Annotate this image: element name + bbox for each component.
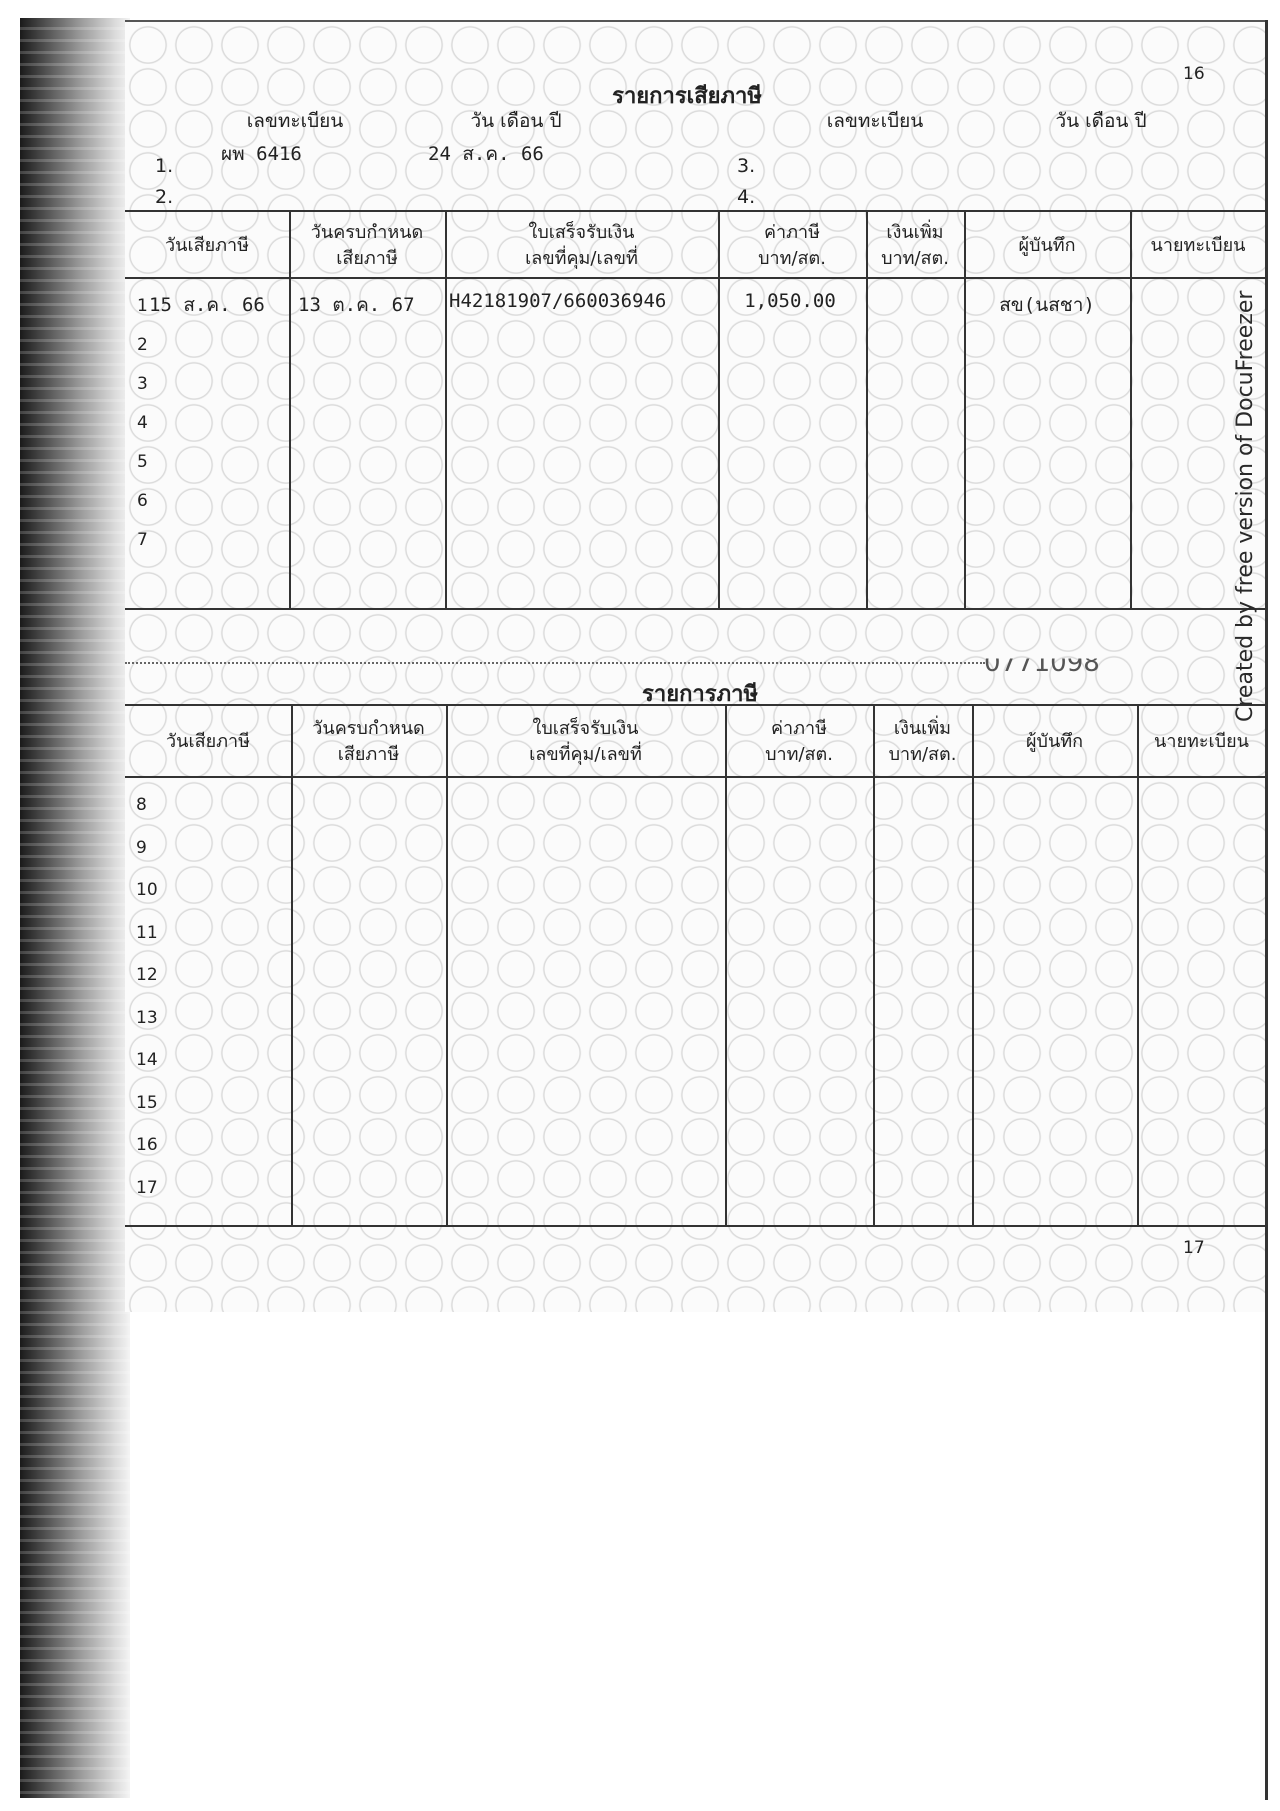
row-number: 12 bbox=[136, 965, 158, 985]
scanner-shadow bbox=[20, 18, 130, 1798]
row-number: 16 bbox=[136, 1135, 158, 1155]
column-divider bbox=[289, 210, 291, 608]
column-header: วันครบกำหนด เสียภาษี bbox=[310, 221, 424, 269]
column-divider bbox=[866, 210, 868, 608]
document-page bbox=[125, 20, 1266, 1312]
row-number: 17 bbox=[136, 1177, 158, 1198]
section1-title: รายการเสียภาษี bbox=[612, 84, 762, 109]
column-header: ผู้บันทึก bbox=[1025, 731, 1084, 752]
row-number: 10 bbox=[136, 880, 158, 900]
row-number: 2 bbox=[137, 335, 148, 355]
reg-header-right: เลขทะเบียน bbox=[826, 110, 924, 132]
table-header-line bbox=[125, 277, 1266, 279]
column-divider bbox=[1137, 704, 1139, 1225]
page-number-bottom: 17 bbox=[1183, 1238, 1205, 1258]
section2-title: รายการภาษี bbox=[642, 682, 758, 707]
perforation-line bbox=[125, 662, 985, 664]
entry-registration: ผพ 6416 bbox=[221, 143, 302, 165]
watermark: Created by free version of DocuFreezer bbox=[1233, 290, 1258, 722]
column-header: วันเสียภาษี bbox=[165, 234, 249, 256]
row-number: 6 bbox=[137, 491, 148, 511]
column-divider bbox=[446, 704, 448, 1225]
row-number: 3 bbox=[137, 374, 148, 394]
column-divider bbox=[1130, 210, 1132, 608]
cell-paid-date: 15 ส.ค. 66 bbox=[149, 294, 265, 316]
row-number: 15 bbox=[136, 1092, 158, 1113]
row-number: 1 bbox=[137, 296, 148, 316]
entry-number: 4. bbox=[737, 186, 756, 208]
date-header-right: วัน เดือน ปี bbox=[1055, 110, 1147, 132]
column-divider bbox=[873, 704, 875, 1225]
column-header: ค่าภาษี บาท/สต. bbox=[758, 221, 826, 269]
row-number: 11 bbox=[136, 922, 158, 943]
column-header: เงินเพิ่ม บาท/สต. bbox=[888, 718, 957, 765]
cell-recorder: สข(นสชา) bbox=[999, 294, 1095, 316]
table-top-line bbox=[125, 210, 1266, 212]
cell-tax: 1,050.00 bbox=[744, 290, 836, 312]
row-number: 8 bbox=[136, 795, 147, 815]
column-header: ใบเสร็จรับเงิน เลขที่คุม/เลขที่ bbox=[525, 221, 638, 269]
column-divider bbox=[291, 704, 293, 1225]
column-header: ค่าภาษี บาท/สต. bbox=[765, 718, 833, 765]
entry-date: 24 ส.ค. 66 bbox=[428, 143, 544, 165]
column-header: วันเสียภาษี bbox=[166, 731, 250, 752]
table-header-line bbox=[125, 776, 1266, 778]
column-header: วันครบกำหนด เสียภาษี bbox=[312, 718, 425, 765]
row-number: 13 bbox=[136, 1007, 158, 1028]
row-number: 14 bbox=[136, 1050, 158, 1070]
entry-number: 3. bbox=[737, 155, 756, 177]
page-number-top: 16 bbox=[1183, 64, 1205, 84]
table-top-line bbox=[125, 704, 1266, 706]
column-divider bbox=[445, 210, 447, 608]
entry-number: 2. bbox=[155, 186, 174, 208]
serial-number-partial: 0771098 bbox=[984, 648, 1100, 679]
row-number: 4 bbox=[137, 413, 148, 433]
column-header: ใบเสร็จรับเงิน เลขที่คุม/เลขที่ bbox=[529, 718, 642, 765]
table-bottom-line bbox=[125, 608, 1266, 610]
column-divider bbox=[964, 210, 966, 608]
date-header-left: วัน เดือน ปี bbox=[470, 110, 562, 132]
row-number: 7 bbox=[137, 530, 148, 550]
entry-number: 1. bbox=[155, 155, 174, 177]
row-number: 9 bbox=[136, 837, 147, 858]
column-header: ผู้บันทึก bbox=[1018, 234, 1076, 256]
scanner-streaks bbox=[20, 18, 130, 1798]
table-bottom-line bbox=[125, 1225, 1266, 1227]
column-header: นายทะเบียน bbox=[1154, 731, 1249, 752]
column-divider bbox=[718, 210, 720, 608]
page-edge bbox=[1265, 20, 1268, 1800]
column-header: เงินเพิ่ม บาท/สต. bbox=[881, 221, 949, 269]
column-divider bbox=[725, 704, 727, 1225]
column-divider bbox=[972, 704, 974, 1225]
cell-receipt: H42181907/660036946 bbox=[449, 290, 667, 312]
column-header: นายทะเบียน bbox=[1150, 234, 1246, 256]
row-number: 5 bbox=[137, 452, 148, 472]
cell-due-date: 13 ต.ค. 67 bbox=[298, 294, 415, 316]
reg-header-left: เลขทะเบียน bbox=[246, 110, 344, 132]
